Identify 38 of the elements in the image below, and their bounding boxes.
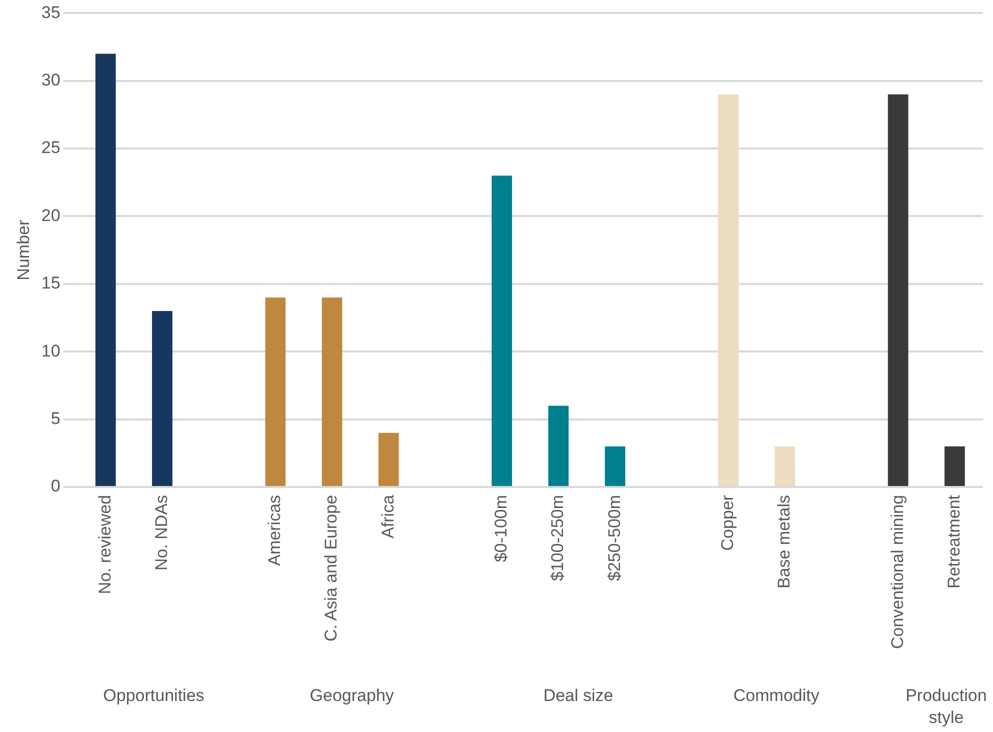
bar [888,94,908,486]
x-tick-label: Africa [378,494,398,538]
y-tick-label: 5 [50,408,60,428]
x-tick-label: No. NDAs [152,494,171,571]
x-tick-label: Retreatment [944,494,964,589]
y-tick-label: 20 [41,206,60,225]
bar [322,297,342,486]
bar [265,297,286,486]
x-tick-label: Americas [265,494,284,566]
x-tick-label: No. reviewed [95,494,114,594]
y-tick-label: 30 [41,70,60,90]
y-tick-label: 0 [50,476,60,496]
bar [774,446,796,486]
bar [548,406,569,486]
x-tick-label: Copper [718,494,737,551]
y-tick-label: 15 [41,274,60,293]
text: Commodity [733,686,820,706]
text: Geography [310,686,394,706]
x-tick-label: $100-250m [548,494,568,581]
bar [95,54,116,486]
bar [944,446,965,486]
x-tick-label: $0-100m [492,494,511,562]
bar [718,94,738,486]
bar [604,446,626,486]
x-tick-label: C. Asia and Europe [322,494,341,642]
bar [378,432,399,486]
x-tick-label: Conventional mining [888,494,907,650]
bar [492,176,512,486]
x-tick-label: Base metals [774,494,794,589]
y-axis-title: Number [14,220,33,280]
text: Production style [906,686,987,728]
y-tick-label: 25 [41,138,60,158]
text: Deal size [543,686,614,706]
text: Opportunities [103,686,204,706]
y-tick-label: 10 [41,341,60,360]
bar [152,310,172,486]
x-tick-label: $250-500m [604,494,624,581]
y-tick-label: 35 [41,2,60,22]
